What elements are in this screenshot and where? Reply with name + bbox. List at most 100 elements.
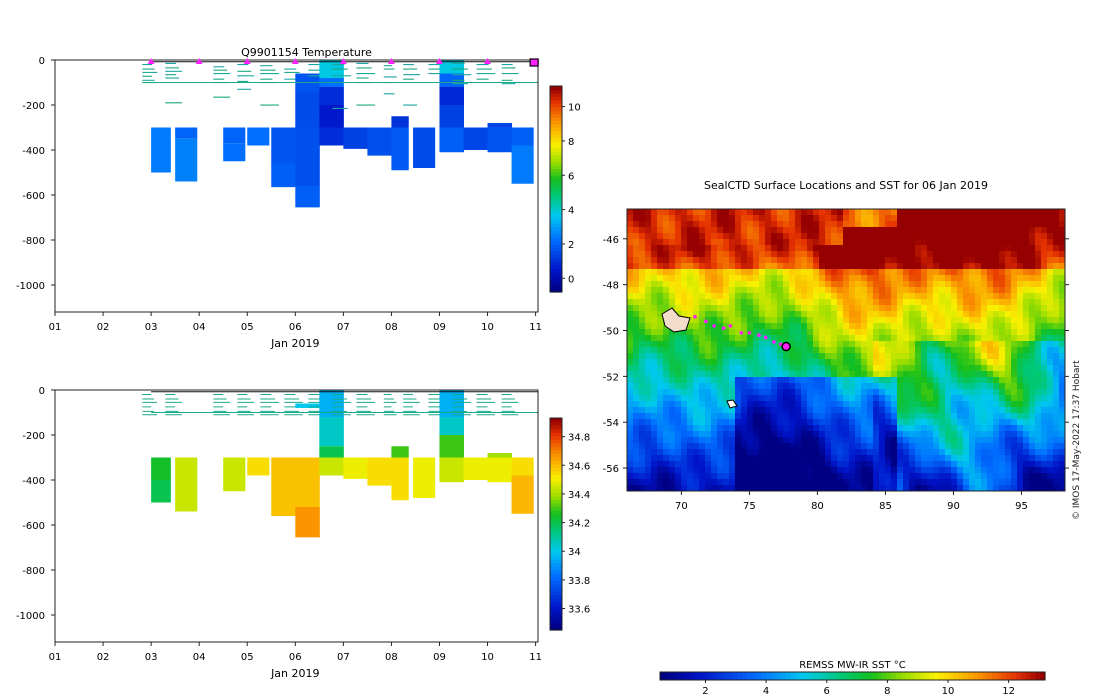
sst-cell [675, 389, 682, 396]
sst-cell [963, 461, 970, 468]
sst-cell [627, 377, 634, 384]
sst-cell [633, 353, 640, 360]
sst-colorbar-segment [939, 672, 945, 680]
sst-cell [819, 365, 826, 372]
sst-cell [969, 461, 976, 468]
sst-cell [999, 413, 1006, 420]
sst-cell [867, 449, 874, 456]
track-point [712, 324, 716, 328]
sst-cell [921, 395, 928, 402]
sst-cell [831, 371, 838, 378]
sst-cell [777, 431, 784, 438]
sst-cell [999, 443, 1006, 450]
sst-colorbar-frame [659, 671, 1046, 681]
sst-cell [855, 401, 862, 408]
sst-cell [831, 431, 838, 438]
sst-cell [753, 221, 760, 228]
y-tick-label: 0 [39, 56, 45, 67]
sst-cell [861, 437, 868, 444]
sst-cell [777, 311, 784, 318]
profile-cell [247, 457, 270, 476]
sst-cell [981, 425, 988, 432]
sst-cell [981, 341, 988, 348]
colorbar-segment [550, 147, 562, 152]
profile-line [142, 394, 152, 395]
sst-cell [663, 419, 670, 426]
sst-cell [999, 365, 1006, 372]
sst-cell [663, 395, 670, 402]
sst-cell [933, 215, 940, 222]
sst-cell [957, 449, 964, 456]
sst-cell [633, 395, 640, 402]
sst-cell [921, 473, 928, 480]
sst-cell [711, 305, 718, 312]
sst-cell [1053, 311, 1060, 318]
sst-cell [681, 341, 688, 348]
sst-cell [759, 281, 766, 288]
sst-cell [765, 323, 772, 330]
sst-cell [783, 401, 790, 408]
sst-cell [861, 221, 868, 228]
sst-cell [855, 461, 862, 468]
sst-cell [1005, 359, 1012, 366]
sst-cell [675, 353, 682, 360]
map-y-tick-label: -46 [603, 235, 619, 246]
sst-cell [963, 419, 970, 426]
sst-cell [849, 473, 856, 480]
sst-cell [789, 245, 796, 252]
sst-cell [855, 215, 862, 222]
sst-cell [969, 245, 976, 252]
sst-cell [771, 305, 778, 312]
sst-cell [735, 371, 742, 378]
sst-cell [759, 323, 766, 330]
sst-cell [999, 239, 1006, 246]
sst-colorbar-segment [804, 672, 810, 680]
sst-cell [651, 263, 658, 270]
sst-cell [795, 299, 802, 306]
profile-line [476, 394, 488, 395]
sst-cell [669, 389, 676, 396]
sst-cell [1041, 281, 1048, 288]
sst-cell [633, 221, 640, 228]
sst-cell [1053, 293, 1060, 300]
sst-cell [819, 287, 826, 294]
profile-line [213, 66, 225, 68]
sst-cell [903, 449, 910, 456]
sst-cell [705, 473, 712, 480]
sst-cell [915, 299, 922, 306]
sst-cell [867, 299, 874, 306]
sst-cell [975, 317, 982, 324]
sst-cell [735, 239, 742, 246]
sst-cell [723, 479, 730, 486]
sst-cell [933, 299, 940, 306]
profile-line [260, 406, 272, 408]
sst-cell [687, 449, 694, 456]
sst-cell [1029, 431, 1036, 438]
profile-cell [295, 186, 320, 208]
sst-cell [1041, 353, 1048, 360]
sst-cell [1047, 395, 1054, 402]
sst-cell [873, 221, 880, 228]
sst-cell [729, 377, 736, 384]
x-tick-label: 07 [337, 652, 350, 663]
y-tick-label: -600 [22, 191, 45, 202]
sst-cell [693, 323, 700, 330]
profile-line [237, 80, 249, 82]
sst-cell [933, 383, 940, 390]
sst-cell [699, 401, 706, 408]
sst-cell [1053, 437, 1060, 444]
sst-cell [873, 257, 880, 264]
sst-cell [663, 365, 670, 372]
sst-cell [705, 461, 712, 468]
sst-cell [939, 299, 946, 306]
map-x-tick-label: 95 [1015, 501, 1028, 512]
sst-cell [627, 257, 634, 264]
sst-cell [693, 275, 700, 282]
sst-cell [639, 245, 646, 252]
sst-cell [909, 257, 916, 264]
sst-cell [873, 425, 880, 432]
sst-cell [747, 227, 754, 234]
sst-cell [987, 335, 994, 342]
sst-cell [627, 443, 634, 450]
sst-cell [723, 215, 730, 222]
